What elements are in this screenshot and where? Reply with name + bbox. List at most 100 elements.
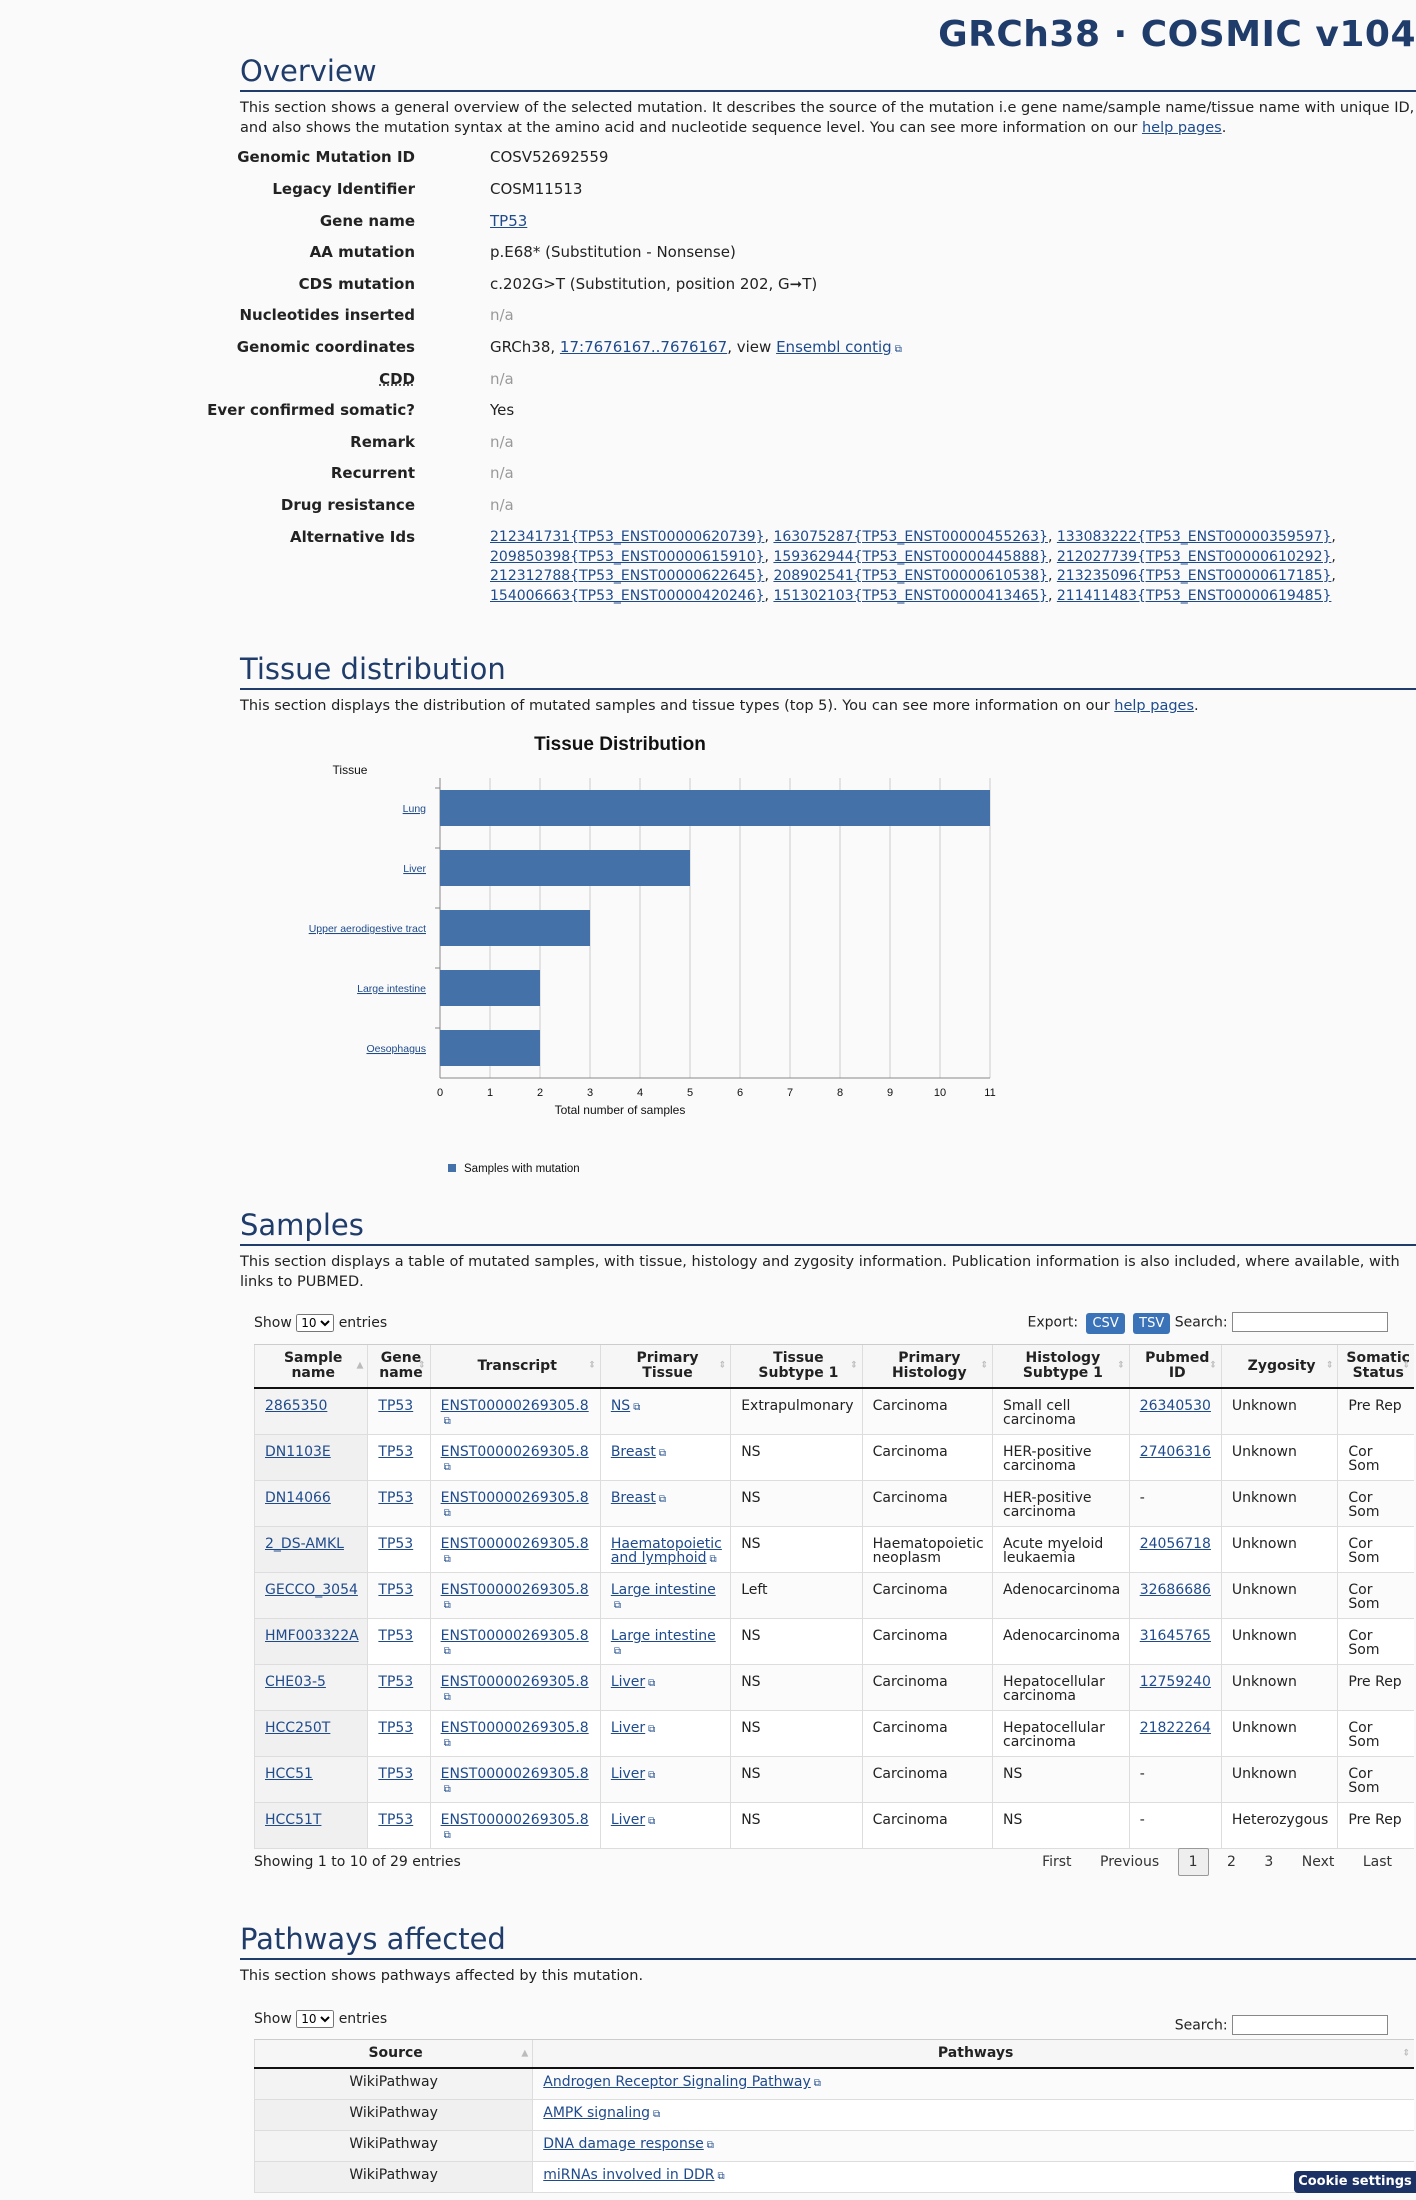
samples-cell-link[interactable]: 32686686 [1139, 1582, 1211, 1598]
samples-cell-link[interactable]: ENST00000269305.8 [441, 1444, 589, 1474]
samples-column-header[interactable]: Transcript ⇕ [429, 1344, 601, 1389]
alternative-id-link[interactable]: 209850398{TP53_ENST00000615910} [490, 548, 765, 565]
samples-cell-link[interactable]: Large intestine [611, 1582, 716, 1612]
samples-cell-link[interactable]: ENST00000269305.8 [441, 1674, 589, 1704]
pathways-search-input[interactable] [1232, 2015, 1388, 2035]
alternative-id-link[interactable]: 208902541{TP53_ENST00000610538} [773, 568, 1048, 584]
gene-link[interactable]: TP53 [490, 212, 528, 230]
pager-last[interactable]: Last [1362, 1854, 1392, 1870]
samples-cell-link[interactable]: ENST00000269305.8 [441, 1398, 589, 1428]
export-tsv-button[interactable]: TSV [1133, 1312, 1171, 1334]
pathways-page-size-select[interactable]: 10 [296, 2010, 335, 2028]
samples-column-header[interactable]: Sample name ▲ [253, 1344, 368, 1389]
chart-bar[interactable] [440, 910, 590, 946]
samples-cell-link[interactable]: TP53 [378, 1582, 414, 1598]
ensembl-contig-link[interactable]: Ensembl contig [776, 338, 902, 356]
samples-column-header[interactable]: Primary Histology ⇕ [861, 1344, 993, 1389]
alternative-id-link[interactable]: 133083222{TP53_ENST00000359597} [1056, 529, 1332, 545]
samples-cell-link[interactable]: ENST00000269305.8 [441, 1536, 589, 1566]
samples-cell-link[interactable]: 26340530 [1139, 1398, 1211, 1414]
samples-cell-link[interactable]: HCC51 [265, 1766, 313, 1782]
samples-cell-link[interactable]: ENST00000269305.8 [441, 1720, 589, 1750]
alternative-id-link[interactable]: 163075287{TP53_ENST00000455263} [773, 529, 1048, 545]
samples-cell-link[interactable]: GECCO_3054 [265, 1582, 358, 1598]
pathways-column-header[interactable]: Source ▲ [253, 2039, 533, 2069]
alternative-id-link[interactable]: 159362944{TP53_ENST00000445888} [773, 548, 1048, 565]
samples-cell-link[interactable]: TP53 [378, 1398, 414, 1414]
alternative-id-link[interactable]: 154006663{TP53_ENST00000420246} [490, 587, 765, 604]
samples-cell-link[interactable]: TP53 [378, 1674, 414, 1690]
pager-first[interactable]: First [1042, 1854, 1072, 1870]
samples-cell-link[interactable]: ENST00000269305.8 [441, 1766, 589, 1796]
samples-column-header[interactable]: Tissue Subtype 1 ⇕ [730, 1344, 863, 1389]
samples-cell-link[interactable]: ENST00000269305.8 [441, 1582, 589, 1612]
samples-cell-link[interactable]: 27406316 [1139, 1444, 1211, 1460]
samples-cell-link[interactable]: HCC250T [265, 1720, 331, 1736]
samples-cell-link[interactable]: 2_DS-AMKL [265, 1536, 344, 1552]
alternative-id-link[interactable]: 211411483{TP53_ENST00000619485} [1056, 587, 1332, 604]
samples-cell-link[interactable]: ENST00000269305.8 [441, 1812, 589, 1842]
samples-cell-link[interactable]: TP53 [378, 1536, 414, 1552]
pathways-column-header[interactable]: Pathways ⇕ [532, 2039, 1414, 2069]
samples-cell-link[interactable]: 12759240 [1139, 1674, 1211, 1690]
samples-column-header[interactable]: Gene name ⇕ [367, 1344, 431, 1389]
samples-column-header[interactable]: Histology Subtype 1 ⇕ [992, 1344, 1130, 1389]
samples-cell-link[interactable]: TP53 [378, 1720, 414, 1736]
samples-column-header[interactable]: Pubmed ID ⇕ [1128, 1344, 1222, 1389]
samples-cell-link[interactable]: TP53 [378, 1628, 414, 1644]
samples-column-header[interactable]: Zygosity ⇕ [1220, 1344, 1338, 1389]
pager-page-3[interactable]: 3 [1264, 1854, 1274, 1870]
samples-cell-link[interactable]: 2865350 [265, 1398, 328, 1414]
pager-page-2[interactable]: 2 [1227, 1854, 1236, 1870]
samples-cell-link[interactable]: ENST00000269305.8 [441, 1490, 589, 1520]
chart-bar[interactable] [440, 970, 540, 1006]
samples-cell-link[interactable]: Breast [611, 1444, 666, 1460]
samples-search-input[interactable] [1232, 1312, 1388, 1332]
samples-cell-link[interactable]: ENST00000269305.8 [441, 1628, 589, 1658]
samples-cell-link[interactable]: HCC51T [265, 1812, 322, 1828]
samples-cell-link[interactable]: 24056718 [1139, 1536, 1211, 1552]
chart-bar[interactable] [440, 850, 690, 886]
samples-column-header[interactable]: Primary Tissue ⇕ [599, 1344, 731, 1389]
pathway-link[interactable]: miRNAs involved in DDR [543, 2167, 724, 2183]
pager-previous[interactable]: Previous [1100, 1854, 1160, 1870]
pathway-link[interactable]: DNA damage response [543, 2136, 714, 2152]
export-csv-button[interactable]: CSV [1086, 1312, 1125, 1334]
samples-cell-link[interactable]: Breast [611, 1490, 666, 1506]
samples-cell-link[interactable]: CHE03-5 [265, 1674, 326, 1690]
samples-cell-link[interactable]: TP53 [378, 1766, 414, 1782]
cookie-settings-button[interactable]: Cookie settings [1294, 2171, 1416, 2193]
alternative-id-link[interactable]: 212341731{TP53_ENST00000620739} [490, 529, 765, 545]
alternative-id-link[interactable]: 212027739{TP53_ENST00000610292} [1056, 548, 1332, 565]
samples-cell-link[interactable]: NS [611, 1398, 641, 1414]
samples-cell-link[interactable]: DN14066 [265, 1490, 331, 1506]
chart-category-link[interactable]: Large intestine [357, 983, 426, 995]
samples-cell-link[interactable]: Liver [611, 1720, 655, 1736]
pager-next[interactable]: Next [1301, 1854, 1335, 1870]
samples-page-size-select[interactable]: 10 [296, 1314, 335, 1332]
chart-category-link[interactable]: Liver [403, 863, 426, 875]
alternative-id-link[interactable]: 213235096{TP53_ENST00000617185} [1056, 568, 1332, 584]
alternative-id-link[interactable]: 212312788{TP53_ENST00000622645} [490, 568, 765, 584]
samples-cell-link[interactable]: Haematopoietic and lymphoid [611, 1536, 722, 1566]
samples-cell-link[interactable]: Liver [611, 1812, 655, 1828]
coords-link[interactable]: 17:7676167..7676167 [559, 338, 728, 356]
pager-page-1[interactable]: 1 [1177, 1848, 1209, 1876]
samples-cell-link[interactable]: Liver [611, 1766, 655, 1782]
samples-column-header[interactable]: Somatic Status ⇕ [1337, 1344, 1414, 1389]
samples-cell-link[interactable]: TP53 [378, 1490, 414, 1506]
pathway-link[interactable]: AMPK signaling [543, 2105, 660, 2121]
samples-cell-link[interactable]: 21822264 [1139, 1720, 1211, 1736]
alternative-id-link[interactable]: 151302103{TP53_ENST00000413465} [773, 587, 1048, 604]
samples-cell-link[interactable]: Liver [611, 1674, 655, 1690]
samples-cell-link[interactable]: DN1103E [265, 1444, 331, 1460]
tissue-help-link[interactable]: help pages [1114, 698, 1195, 714]
chart-category-link[interactable]: Upper aerodigestive tract [309, 923, 426, 935]
pathway-link[interactable]: Androgen Receptor Signaling Pathway [543, 2074, 821, 2090]
chart-category-link[interactable]: Lung [403, 803, 427, 815]
samples-cell-link[interactable]: TP53 [378, 1444, 414, 1460]
samples-cell-link[interactable]: Large intestine [611, 1628, 716, 1658]
overview-help-link[interactable]: help pages [1141, 120, 1222, 136]
samples-cell-link[interactable]: HMF003322A [265, 1628, 359, 1644]
samples-cell-link[interactable]: 31645765 [1139, 1628, 1211, 1644]
